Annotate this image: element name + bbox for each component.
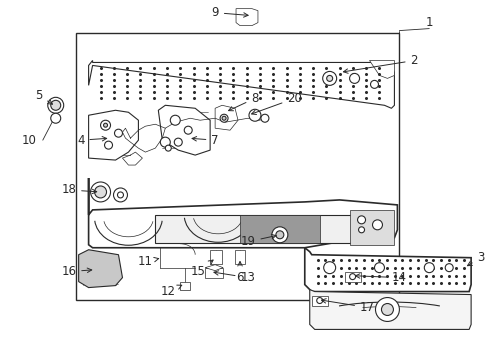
Bar xyxy=(210,250,222,264)
Polygon shape xyxy=(215,105,238,130)
Bar xyxy=(180,282,190,289)
Polygon shape xyxy=(89,178,397,248)
Bar xyxy=(235,250,245,264)
Circle shape xyxy=(349,274,356,280)
Text: 10: 10 xyxy=(22,134,36,147)
Text: 19: 19 xyxy=(241,234,276,248)
Bar xyxy=(155,215,385,243)
Polygon shape xyxy=(305,248,471,292)
Circle shape xyxy=(327,75,333,81)
Text: 12: 12 xyxy=(161,285,182,298)
Text: 9: 9 xyxy=(211,6,248,19)
Circle shape xyxy=(104,141,113,149)
Circle shape xyxy=(445,264,453,272)
Circle shape xyxy=(114,188,127,202)
Circle shape xyxy=(91,182,111,202)
Circle shape xyxy=(220,114,228,122)
Polygon shape xyxy=(205,265,223,271)
Text: 14: 14 xyxy=(355,271,407,284)
Circle shape xyxy=(370,80,378,88)
Text: 17: 17 xyxy=(321,299,375,314)
Bar xyxy=(349,210,394,245)
Circle shape xyxy=(100,120,111,130)
Circle shape xyxy=(51,113,61,123)
Circle shape xyxy=(261,114,269,122)
Text: 13: 13 xyxy=(214,271,255,284)
Circle shape xyxy=(317,298,323,303)
Polygon shape xyxy=(369,60,394,78)
Circle shape xyxy=(323,71,337,85)
Circle shape xyxy=(115,129,122,137)
Bar xyxy=(240,215,319,243)
Bar xyxy=(205,268,223,278)
Bar xyxy=(75,32,399,300)
Circle shape xyxy=(372,220,383,230)
Text: 7: 7 xyxy=(192,134,219,147)
Circle shape xyxy=(276,231,284,239)
Bar xyxy=(344,272,361,282)
Circle shape xyxy=(358,216,366,224)
Polygon shape xyxy=(236,9,258,26)
Text: 18: 18 xyxy=(61,184,97,197)
Text: 3: 3 xyxy=(467,251,485,266)
Text: 6: 6 xyxy=(236,262,244,284)
Circle shape xyxy=(222,116,226,120)
Text: 8: 8 xyxy=(228,92,259,111)
Circle shape xyxy=(165,145,172,151)
Circle shape xyxy=(48,97,64,113)
Circle shape xyxy=(382,303,393,315)
Circle shape xyxy=(272,227,288,243)
Circle shape xyxy=(51,100,61,110)
Circle shape xyxy=(375,298,399,321)
Circle shape xyxy=(249,109,261,121)
Circle shape xyxy=(374,263,385,273)
Circle shape xyxy=(184,126,192,134)
Circle shape xyxy=(324,262,336,274)
Circle shape xyxy=(359,227,365,233)
Circle shape xyxy=(171,115,180,125)
Circle shape xyxy=(174,138,182,146)
Circle shape xyxy=(160,137,171,147)
Text: 4: 4 xyxy=(77,134,107,147)
Circle shape xyxy=(95,186,106,198)
Circle shape xyxy=(424,263,434,273)
Circle shape xyxy=(118,192,123,198)
Text: 20: 20 xyxy=(252,92,302,114)
Circle shape xyxy=(349,73,360,84)
Text: 16: 16 xyxy=(61,265,92,278)
Bar xyxy=(312,296,328,306)
Circle shape xyxy=(103,123,107,127)
Polygon shape xyxy=(310,289,471,329)
Polygon shape xyxy=(89,60,394,108)
Text: 1: 1 xyxy=(425,16,433,29)
Text: 15: 15 xyxy=(191,260,213,278)
Text: 5: 5 xyxy=(35,89,52,104)
Text: 11: 11 xyxy=(138,255,159,268)
Polygon shape xyxy=(158,105,210,155)
Text: 2: 2 xyxy=(343,54,418,73)
Polygon shape xyxy=(89,110,138,160)
Polygon shape xyxy=(78,250,122,288)
